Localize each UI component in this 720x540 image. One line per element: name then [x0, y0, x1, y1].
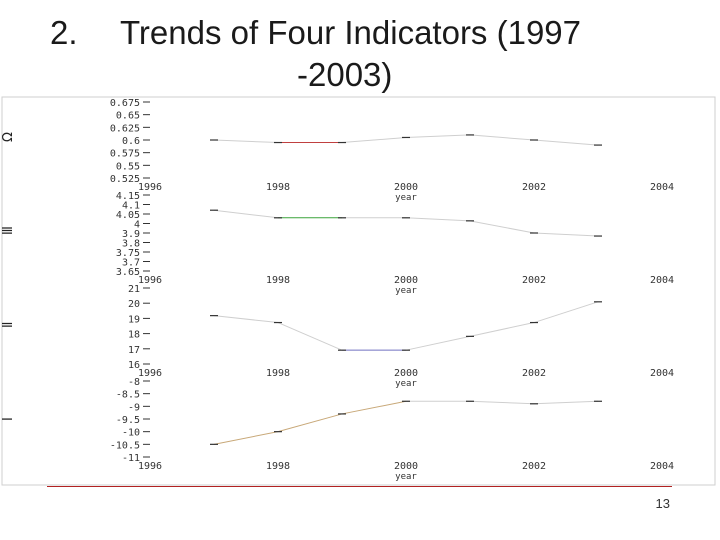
panel-3-ytick-label: 21 — [128, 284, 140, 295]
panel-2-ytick-label: 3.75 — [116, 248, 140, 259]
panel-3-series-segment — [533, 301, 599, 324]
panel-1-ytick-label: 0.65 — [116, 111, 140, 122]
panel-4-xtick-label: 2000 — [394, 461, 418, 472]
panel-2-ytick-label: 4.1 — [122, 201, 140, 212]
panel-3-xtick-label: 2004 — [650, 368, 674, 379]
panel-1-ytick-label: 0.55 — [116, 161, 140, 172]
panel-1-xaxis-title: year — [395, 193, 417, 203]
panel-3-series-segment — [405, 335, 471, 351]
panel-2-ytick-label: 3.65 — [116, 267, 140, 278]
panel-4-series-segment — [469, 400, 535, 405]
panel-2-xtick-label: 2002 — [522, 275, 546, 286]
panel-3-series-segment — [213, 315, 279, 324]
panel-4-xtick-label: 2004 — [650, 461, 674, 472]
panel-4-ytick-label: -10 — [122, 428, 140, 439]
panel-1-xtick-label: 1998 — [266, 182, 290, 193]
panel-4-series-segment — [533, 400, 599, 405]
panel-3-xtick-label: 1998 — [266, 368, 290, 379]
panel-4-ylabel: Ⅰ — [1, 417, 16, 421]
figure-border — [1, 96, 716, 486]
slide-title-line2: -2003) — [297, 56, 393, 93]
panel-3-ytick-label: 16 — [128, 360, 140, 371]
panel-1-ytick-label: 0.575 — [110, 149, 140, 160]
panel-3-series-segment — [277, 322, 343, 351]
panel-4-ytick-label: -11 — [122, 453, 140, 464]
panel-2-xtick-label: 2004 — [650, 275, 674, 286]
panel-1-series-segment — [469, 134, 535, 141]
panel-2-ytick-label: 4.05 — [116, 210, 140, 221]
panel-3-ytick-label: 18 — [128, 330, 140, 341]
panel-1-xtick-label: 1996 — [138, 182, 162, 193]
panel-4-series-segment — [341, 400, 407, 415]
panel-2-series-segment — [213, 209, 279, 219]
panel-4-series-segment — [277, 413, 343, 433]
indicator-trends-figure: Ω 0.675 0.65 0.625 0.6 0.575 0.55 0.525 1996 1998… — [0, 96, 720, 486]
panel-3-ytick-label: 17 — [128, 345, 140, 356]
panel-3-series-segment — [469, 322, 535, 337]
panel-2-series-segment — [469, 220, 535, 234]
page-number: 13 — [655, 496, 670, 511]
panel-3-xaxis-title: year — [395, 379, 417, 389]
panel-1-xtick-label: 2004 — [650, 182, 674, 193]
panel-1-series-segment — [405, 134, 471, 138]
panel-4-ytick-label: -8.5 — [116, 390, 140, 401]
panel-2-ytick-label: 3.8 — [122, 239, 140, 250]
panel-1-xtick-label: 2002 — [522, 182, 546, 193]
panel-4-ytick-label: -8 — [128, 377, 140, 388]
panel-3-ylabel: Ⅱ — [1, 322, 16, 328]
panel-3-ytick-label: 20 — [128, 299, 140, 310]
panel-3-xtick-label: 2002 — [522, 368, 546, 379]
slide-title-line1: Trends of Four Indicators (1997 — [120, 14, 582, 51]
panel-4-series-segment — [213, 431, 279, 445]
panel-1-ylabel: Ω — [1, 132, 16, 142]
panel-1-ytick-label: 0.6 — [122, 136, 140, 147]
panel-2-xtick-label: 2000 — [394, 275, 418, 286]
panel-1-series-segment — [213, 139, 279, 144]
panel-1-ytick-label: 0.625 — [110, 123, 140, 134]
panel-2-xaxis-title: year — [395, 286, 417, 296]
panel-4-xtick-label: 2002 — [522, 461, 546, 472]
panel-1-series-segment — [341, 136, 407, 144]
panel-3-xtick-label: 1996 — [138, 368, 162, 379]
panel-2-series-segment — [405, 217, 471, 222]
slide-number-label: 2. — [50, 14, 78, 51]
panel-2-ytick-label: 4.15 — [116, 191, 140, 202]
panel-3-ytick-label: 19 — [128, 314, 140, 325]
footer-divider — [47, 486, 672, 487]
panel-3-xtick-label: 2000 — [394, 368, 418, 379]
panel-2-ylabel: Ⅲ — [1, 226, 16, 235]
panel-4-xaxis-title: year — [395, 472, 417, 482]
panel-2-xtick-label: 1998 — [266, 275, 290, 286]
panel-2-ytick-label: 3.7 — [122, 258, 140, 269]
panel-1-xtick-label: 2000 — [394, 182, 418, 193]
panel-4-ytick-label: -9 — [128, 402, 140, 413]
panel-4-xtick-label: 1998 — [266, 461, 290, 472]
panel-2-xtick-label: 1996 — [138, 275, 162, 286]
panel-4-xtick-label: 1996 — [138, 461, 162, 472]
panel-1-ytick-label: 0.675 — [110, 98, 140, 109]
panel-2-series-segment — [533, 232, 599, 237]
panel-4-ytick-label: -10.5 — [110, 440, 140, 451]
panel-2-ytick-label: 3.9 — [122, 229, 140, 240]
panel-1-ytick-label: 0.525 — [110, 174, 140, 185]
panel-4-ytick-label: -9.5 — [116, 415, 140, 426]
panel-1-series-segment — [533, 139, 599, 146]
panel-2-ytick-label: 4 — [134, 220, 140, 231]
